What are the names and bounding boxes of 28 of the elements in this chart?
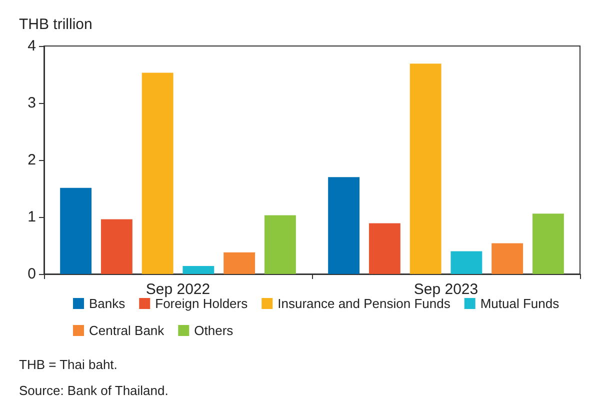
legend-label: Central Bank <box>89 323 165 338</box>
bar <box>532 214 564 274</box>
legend-label: Mutual Funds <box>480 296 560 311</box>
legend-label: Foreign Holders <box>155 296 248 311</box>
bar <box>224 252 256 274</box>
bar <box>264 215 296 274</box>
legend-label: Others <box>194 323 234 338</box>
bar <box>450 251 482 274</box>
bar <box>100 219 132 274</box>
bar <box>328 177 360 274</box>
y-tick-label: 3 <box>28 94 36 112</box>
bar <box>182 266 214 274</box>
y-tick-label: 2 <box>28 152 36 168</box>
source-note: Source: Bank of Thailand. <box>19 383 168 398</box>
text: THB = Thai baht. <box>19 357 118 372</box>
y-tick-label: 4 <box>28 38 36 54</box>
y-axis-title: THB trillion <box>19 16 92 33</box>
x-tick-label: Sep 2022 <box>146 281 210 298</box>
bar <box>410 64 442 274</box>
bar <box>492 243 524 274</box>
bar <box>142 72 174 274</box>
y-tick-label: 0 <box>28 266 36 282</box>
legend-label: Banks <box>89 296 126 311</box>
bar <box>368 223 400 274</box>
y-tick-label: 1 <box>28 208 36 226</box>
bar <box>60 188 92 274</box>
x-tick-label: Sep 2023 <box>414 281 478 298</box>
legend-label: Insurance and Pension Funds <box>278 296 451 311</box>
